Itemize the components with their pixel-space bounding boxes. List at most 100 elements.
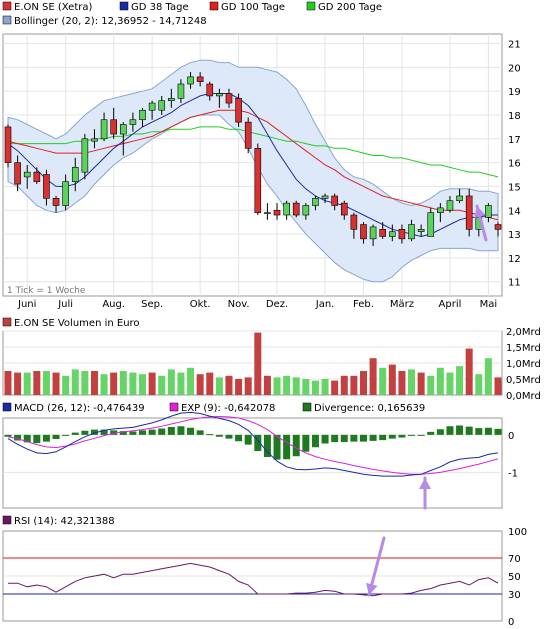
- candle-body: [119, 124, 127, 135]
- volume-bar: [263, 375, 271, 395]
- macd-y-tick-label: -1: [508, 468, 518, 479]
- legend-macd: MACD (26, 12): -0,476439 EXP (9): -0,642…: [2, 402, 425, 414]
- candle-body: [43, 174, 50, 199]
- candle-body: [283, 202, 290, 216]
- volume-bar: [484, 358, 492, 395]
- volume-bar: [398, 371, 406, 395]
- volume-bar: [331, 380, 339, 395]
- candle-body: [485, 205, 492, 218]
- volume-bar: [427, 375, 435, 395]
- divergence-bar: [129, 431, 137, 435]
- rsi-line: [8, 562, 499, 597]
- divergence-bar: [283, 434, 291, 460]
- volume-bar: [311, 380, 319, 395]
- macd-lines: [7, 411, 499, 477]
- price-arrow-head: [474, 206, 486, 219]
- divergence-bar: [62, 434, 70, 436]
- divergence-bar: [408, 434, 416, 436]
- month-label: Aug.: [102, 299, 125, 310]
- candle-body: [129, 119, 137, 125]
- divergence-bar: [427, 431, 435, 435]
- volume-bar: [456, 366, 464, 395]
- divergence-bar: [148, 429, 156, 435]
- volume-bar: [14, 372, 22, 395]
- rsi-y-tick-label: 100: [508, 527, 527, 538]
- macd-y-tick-label: 0: [508, 431, 514, 442]
- volume-bar: [90, 371, 98, 395]
- candle-body: [235, 98, 242, 123]
- price-y-tick-label: 15: [508, 182, 521, 193]
- legend-swatch-bollinger: [2, 15, 12, 25]
- volume-bar: [283, 375, 291, 395]
- divergence-bar: [446, 426, 454, 435]
- divergence-bar: [311, 434, 319, 448]
- month-label: Feb.: [353, 299, 374, 310]
- divergence-bar: [417, 434, 425, 436]
- divergence-bar: [235, 434, 243, 442]
- candle-body: [33, 171, 41, 182]
- legend-label-gd200: GD 200 Tage: [318, 2, 382, 13]
- month-label: Sep.: [141, 299, 163, 310]
- month-label: Jan.: [315, 299, 335, 310]
- candle-body: [321, 195, 329, 199]
- divergence-bars: [4, 425, 502, 460]
- month-label: April: [439, 299, 462, 310]
- divergence-bar: [206, 434, 214, 436]
- candle-body: [139, 109, 146, 121]
- legend-label-eon: E.ON SE (Xetra): [14, 2, 92, 13]
- price-y-tick-label: 16: [508, 159, 521, 170]
- volume-bar: [302, 379, 310, 395]
- volume-bar: [42, 371, 50, 395]
- legend-volume: E.ON SE Volumen in Euro: [2, 317, 140, 329]
- candle-body: [148, 102, 156, 111]
- candle-body: [62, 181, 69, 206]
- divergence-bar: [484, 427, 492, 435]
- divergence-bar: [465, 426, 473, 435]
- candle-body: [398, 229, 406, 240]
- candle-body: [23, 171, 31, 178]
- volume-bar: [158, 375, 166, 395]
- divergence-bar: [225, 434, 233, 439]
- candle-body: [379, 229, 387, 237]
- month-label: Dez.: [266, 299, 288, 310]
- divergence-bar: [196, 430, 204, 435]
- divergence-bar: [71, 432, 79, 435]
- volume-bar: [148, 372, 156, 395]
- candle-body: [187, 76, 194, 85]
- price-y-axis: 11 12 13 14 15 16 17 18 19 20 21: [508, 40, 521, 289]
- candle-body: [264, 212, 271, 214]
- divergence-bar: [302, 434, 310, 452]
- divergence-bar: [100, 429, 108, 435]
- divergence-bar: [388, 434, 396, 439]
- candle-body: [437, 207, 444, 213]
- volume-y-tick-label: 0,5Mrd: [506, 375, 541, 386]
- legend-label-exp: EXP (9): -0,642078: [181, 403, 275, 414]
- volume-bar: [417, 372, 425, 395]
- divergence-bar: [379, 434, 387, 441]
- divergence-bar: [167, 427, 175, 435]
- divergence-bar: [4, 434, 12, 437]
- candle-body: [254, 148, 262, 213]
- divergence-bar: [187, 427, 195, 435]
- price-y-tick-label: 21: [508, 40, 521, 51]
- volume-bar: [494, 377, 502, 395]
- price-y-tick-label: 12: [508, 254, 521, 265]
- volume-y-tick-label: 0,0Mrd: [506, 391, 541, 402]
- volume-bar: [110, 372, 118, 395]
- price-y-tick-label: 13: [508, 230, 521, 241]
- rsi-y-tick-label: 50: [508, 572, 521, 583]
- volume-bar: [475, 374, 483, 395]
- price-y-tick-label: 18: [508, 111, 521, 122]
- rsi-y-tick-label: 70: [508, 554, 521, 565]
- volume-bar: [187, 367, 195, 395]
- candle-body: [91, 138, 98, 142]
- annotation-arrows: [365, 204, 488, 597]
- rsi-panel: 100 70 50 30 0: [2, 527, 527, 628]
- divergence-bar: [244, 434, 252, 445]
- volume-bar: [273, 377, 281, 395]
- divergence-bar: [273, 434, 281, 460]
- legend-swatch-gd100: [209, 1, 219, 11]
- volume-bars: [4, 332, 502, 395]
- volume-bar: [177, 372, 185, 395]
- divergence-bar: [263, 434, 271, 457]
